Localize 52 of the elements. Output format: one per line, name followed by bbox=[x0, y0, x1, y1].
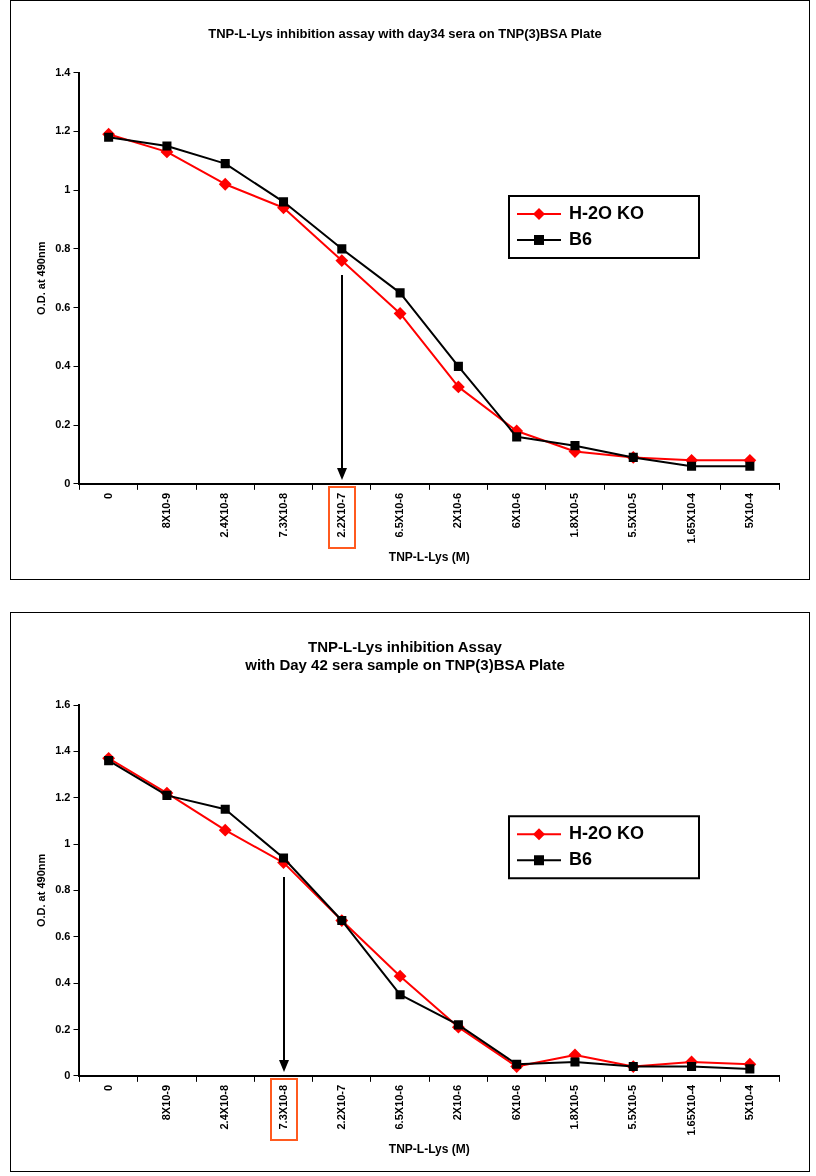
x-tick-label: 7.3X10-8 bbox=[276, 492, 289, 538]
x-tick-label: 5.5X10-5 bbox=[626, 492, 639, 538]
y-tick-label: 0.8 bbox=[55, 241, 71, 254]
x-tick-label: 8X10-9 bbox=[159, 1084, 172, 1121]
x-tick-label: 6X10-6 bbox=[509, 492, 522, 529]
chart-title: TNP-L-Lys inhibition assay with day34 sera on TNP(3)BSA Plate bbox=[208, 26, 602, 42]
x-tick-label: 2.2X10-7 bbox=[334, 492, 347, 538]
legend-label: H-2O KO bbox=[569, 202, 645, 223]
x-tick-label: 2.2X10-7 bbox=[334, 1084, 347, 1130]
x-tick-label: 2.4X10-8 bbox=[218, 492, 231, 538]
legend-label: H-2O KO bbox=[569, 823, 645, 844]
legend-label: B6 bbox=[569, 849, 593, 870]
x-tick-label: 1.8X10-5 bbox=[568, 492, 581, 538]
legend-label: B6 bbox=[569, 228, 593, 249]
y-tick-label: 1.2 bbox=[55, 124, 71, 137]
x-tick-label: 2.4X10-8 bbox=[218, 1084, 231, 1130]
y-tick-label: 1.4 bbox=[55, 744, 72, 757]
x-tick-label: 1.65X10-4 bbox=[684, 1083, 697, 1136]
x-axis-title: TNP-L-Lys (M) bbox=[388, 550, 470, 565]
y-tick-label: 0.6 bbox=[55, 300, 71, 313]
x-axis-title: TNP-L-Lys (M) bbox=[388, 1142, 470, 1157]
x-tick-label: 2X10-6 bbox=[451, 1084, 464, 1121]
y-axis-title: O.D. at 490nm bbox=[34, 853, 47, 928]
y-tick-label: 1.4 bbox=[55, 65, 72, 78]
y-tick-label: 1 bbox=[64, 837, 71, 850]
x-tick-label: 1.65X10-4 bbox=[684, 491, 697, 544]
x-tick-label: 8X10-9 bbox=[159, 492, 172, 529]
x-tick-label: 6.5X10-6 bbox=[393, 492, 406, 538]
y-tick-label: 0 bbox=[64, 1068, 71, 1081]
x-tick-label: 0 bbox=[101, 1084, 114, 1091]
y-tick-label: 0.4 bbox=[55, 359, 72, 372]
y-tick-label: 1.2 bbox=[55, 790, 71, 803]
x-tick-label: 0 bbox=[101, 492, 114, 499]
y-axis-title: O.D. at 490nm bbox=[34, 241, 47, 315]
y-tick-label: 0.4 bbox=[55, 976, 72, 989]
y-tick-label: 0.8 bbox=[55, 883, 71, 896]
x-tick-label: 6X10-6 bbox=[509, 1084, 522, 1121]
x-tick-label: 7.3X10-8 bbox=[276, 1084, 289, 1130]
chart-title: TNP-L-Lys inhibition Assay bbox=[308, 638, 503, 656]
y-tick-label: 0 bbox=[64, 476, 71, 489]
x-tick-label: 1.8X10-5 bbox=[568, 1084, 581, 1130]
y-tick-label: 0.2 bbox=[55, 418, 71, 431]
x-tick-label: 6.5X10-6 bbox=[393, 1084, 406, 1130]
x-tick-label: 5.5X10-5 bbox=[626, 1084, 639, 1130]
x-tick-label: 2X10-6 bbox=[451, 492, 464, 529]
x-tick-label: 5X10-4 bbox=[742, 491, 755, 529]
chart-subtitle: with Day 42 sera sample on TNP(3)BSA Plate bbox=[244, 656, 565, 674]
y-tick-label: 1.6 bbox=[55, 698, 71, 711]
y-tick-label: 1 bbox=[64, 183, 71, 196]
y-tick-label: 0.6 bbox=[55, 929, 71, 942]
x-tick-label: 5X10-4 bbox=[742, 1083, 755, 1121]
y-tick-label: 0.2 bbox=[55, 1022, 71, 1035]
